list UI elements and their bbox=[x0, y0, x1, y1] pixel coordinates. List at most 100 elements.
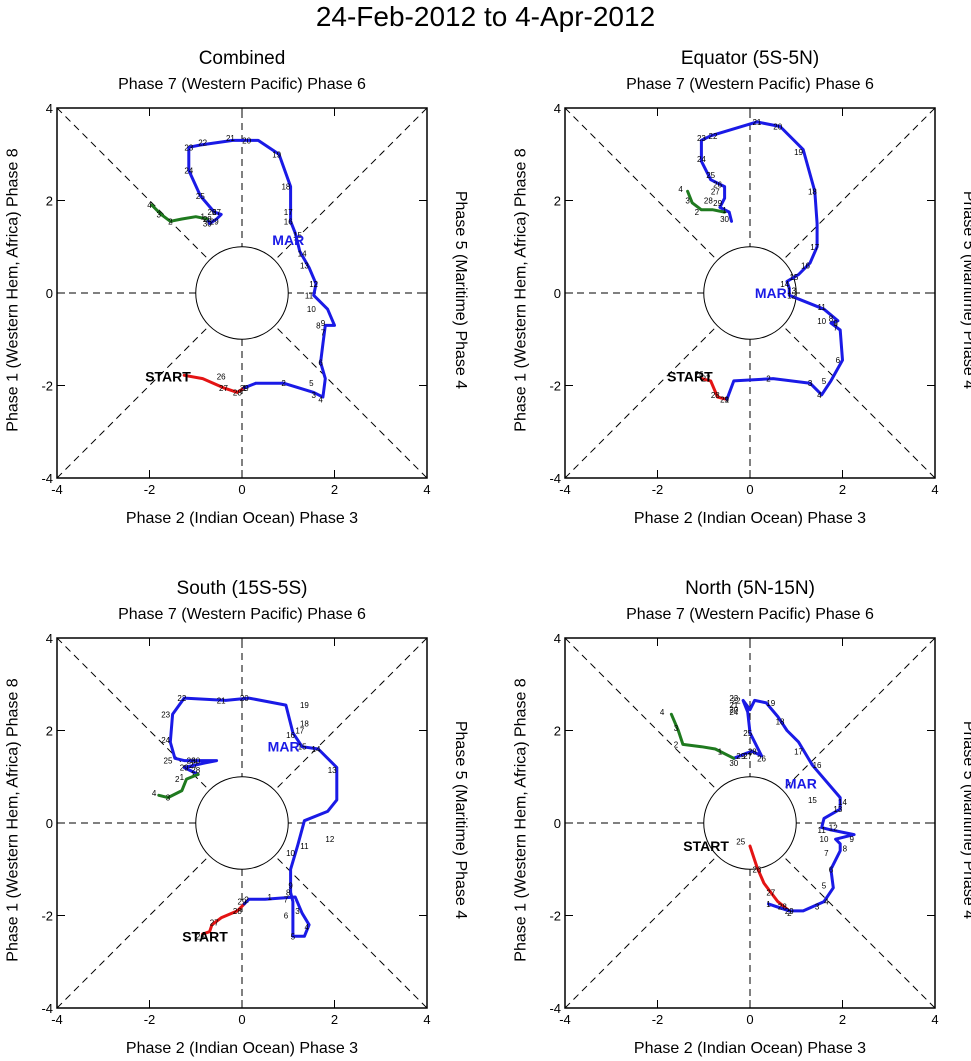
day-label: 20 bbox=[242, 136, 251, 145]
day-label: 2 bbox=[281, 379, 286, 388]
panel-south: South (15S-5S) Phase 7 (Western Pacific)… bbox=[2, 530, 482, 1057]
unit-circle bbox=[195, 776, 289, 870]
day-label: 21 bbox=[752, 118, 761, 127]
day-label: 2 bbox=[168, 217, 173, 226]
day-label: 24 bbox=[161, 736, 170, 745]
top-axis-label: Phase 7 (Western Pacific) Phase 6 bbox=[118, 606, 366, 623]
y-tick-label: -2 bbox=[549, 379, 561, 394]
day-label: 30 bbox=[191, 757, 200, 766]
x-tick-label: -4 bbox=[559, 482, 571, 497]
month-label-mar: MAR bbox=[755, 285, 787, 301]
day-label: 27 bbox=[711, 187, 720, 196]
day-label: 28 bbox=[711, 391, 720, 400]
y-tick-label: -4 bbox=[549, 471, 561, 486]
day-label: 3 bbox=[295, 907, 300, 916]
day-label: 8 bbox=[286, 888, 291, 897]
day-label: 27 bbox=[189, 761, 198, 770]
day-label: 16 bbox=[801, 261, 810, 270]
day-label: 21 bbox=[226, 134, 235, 143]
series-line-feb bbox=[201, 902, 246, 936]
day-label: 2 bbox=[175, 775, 180, 784]
day-label: 30 bbox=[720, 215, 729, 224]
day-label: 10 bbox=[286, 849, 295, 858]
day-label: 5 bbox=[822, 377, 827, 386]
y-tick-label: 4 bbox=[554, 101, 561, 116]
day-label: 20 bbox=[729, 706, 738, 715]
x-tick-label: -2 bbox=[144, 1012, 156, 1027]
x-tick-label: 4 bbox=[931, 1012, 938, 1027]
day-label: 24 bbox=[697, 155, 706, 164]
day-label: 15 bbox=[808, 796, 817, 805]
x-tick-label: 2 bbox=[331, 482, 338, 497]
x-tick-label: 0 bbox=[746, 482, 753, 497]
unit-circle bbox=[703, 246, 797, 340]
day-label: 14 bbox=[298, 250, 307, 259]
y-tick-label: -2 bbox=[549, 909, 561, 924]
day-label: 6 bbox=[836, 356, 841, 365]
day-label: 30 bbox=[729, 759, 738, 768]
series-line-apr bbox=[150, 203, 209, 223]
day-label: 6 bbox=[284, 912, 289, 921]
bottom-axis-label: Phase 2 (Indian Ocean) Phase 3 bbox=[633, 1040, 867, 1057]
top-axis-label: Phase 7 (Western Pacific) Phase 6 bbox=[626, 606, 874, 623]
y-tick-label: 4 bbox=[554, 631, 561, 646]
day-label: 12 bbox=[309, 280, 318, 289]
day-label: 2 bbox=[244, 895, 249, 904]
day-label: 11 bbox=[818, 303, 827, 312]
day-label: 26 bbox=[207, 208, 216, 217]
day-label: 15 bbox=[293, 231, 302, 240]
x-tick-label: -2 bbox=[652, 482, 664, 497]
x-tick-label: -4 bbox=[559, 1012, 571, 1027]
day-label: 27 bbox=[210, 918, 219, 927]
series-line-apr bbox=[686, 189, 727, 214]
day-label: 13 bbox=[833, 805, 842, 814]
day-label: 30 bbox=[203, 220, 212, 229]
day-label: 7 bbox=[824, 849, 829, 858]
series-line-mar bbox=[732, 698, 856, 913]
day-label: 23 bbox=[161, 710, 170, 719]
day-label: 1 bbox=[718, 747, 723, 756]
bottom-axis-label: Phase 2 (Indian Ocean) Phase 3 bbox=[633, 510, 867, 527]
month-label-mar: MAR bbox=[268, 739, 300, 755]
day-label: 19 bbox=[766, 699, 775, 708]
day-label: 18 bbox=[300, 720, 309, 729]
day-label: 7 bbox=[321, 328, 326, 337]
x-tick-label: -4 bbox=[51, 482, 63, 497]
day-label: 5 bbox=[291, 932, 296, 941]
diagonal-guide bbox=[564, 637, 936, 1009]
day-label: 25 bbox=[196, 192, 205, 201]
bottom-axis-label: Phase 2 (Indian Ocean) Phase 3 bbox=[125, 510, 359, 527]
day-label: 2 bbox=[766, 375, 771, 384]
day-label: 4 bbox=[147, 201, 152, 210]
x-tick-label: 4 bbox=[931, 482, 938, 497]
day-label: 26 bbox=[187, 757, 196, 766]
x-tick-label: 0 bbox=[238, 1012, 245, 1027]
panel-title: Equator (5S-5N) bbox=[680, 48, 820, 69]
day-label: 1 bbox=[268, 893, 273, 902]
day-label: 29 bbox=[785, 907, 794, 916]
day-label: 3 bbox=[815, 902, 820, 911]
diagonal-guide bbox=[56, 107, 428, 479]
day-label: 17 bbox=[284, 208, 293, 217]
day-label: 3 bbox=[808, 379, 813, 388]
day-label: 25 bbox=[706, 171, 715, 180]
day-label: 2 bbox=[695, 208, 700, 217]
y-tick-label: 0 bbox=[46, 286, 53, 301]
day-label: 4 bbox=[305, 923, 310, 932]
x-tick-label: -4 bbox=[51, 1012, 63, 1027]
panel-combined: Combined Phase 7 (Western Pacific) Phase… bbox=[2, 0, 482, 527]
day-label: 29 bbox=[240, 384, 249, 393]
x-tick-label: 0 bbox=[238, 482, 245, 497]
day-label: 29 bbox=[713, 199, 722, 208]
day-label: 12 bbox=[829, 824, 838, 833]
day-label: 23 bbox=[184, 143, 193, 152]
day-label: 29 bbox=[210, 217, 219, 226]
x-tick-label: 2 bbox=[839, 482, 846, 497]
day-label: 29 bbox=[238, 898, 247, 907]
day-label: 22 bbox=[198, 139, 207, 148]
series-line-feb bbox=[699, 377, 729, 401]
day-label: 22 bbox=[709, 132, 718, 141]
day-label: 5 bbox=[309, 379, 314, 388]
